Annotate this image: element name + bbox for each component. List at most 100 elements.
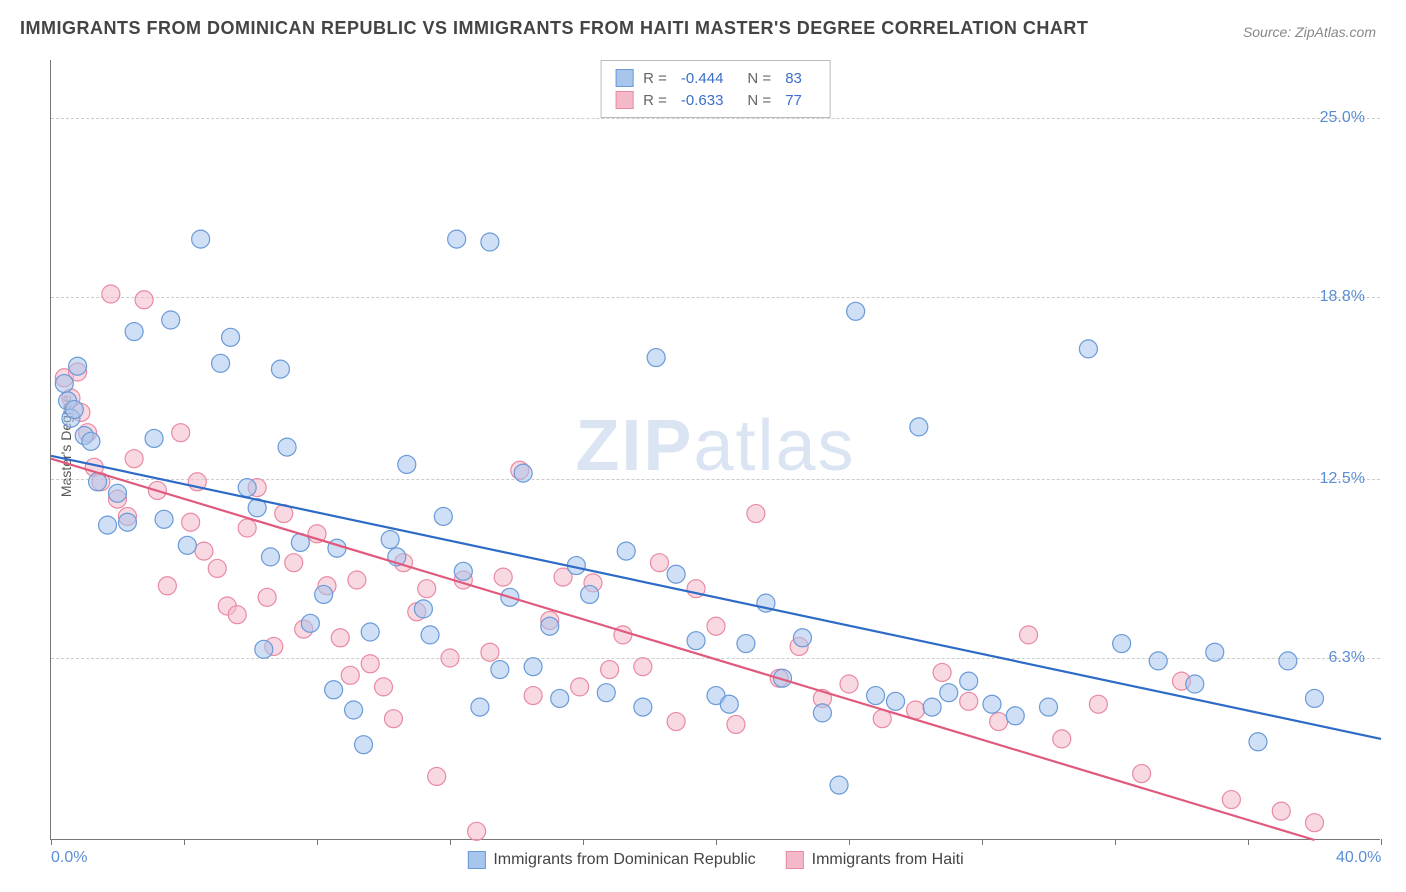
data-point	[793, 629, 811, 647]
data-point	[381, 531, 399, 549]
data-point	[82, 432, 100, 450]
source-attribution: Source: ZipAtlas.com	[1243, 24, 1376, 40]
data-point	[720, 695, 738, 713]
data-point	[355, 736, 373, 754]
x-tick	[51, 839, 52, 845]
chart-title: IMMIGRANTS FROM DOMINICAN REPUBLIC VS IM…	[20, 18, 1088, 39]
n-label: N =	[747, 92, 771, 109]
chart-plot-area: ZIPatlas R = -0.444 N = 83 R = -0.633 N …	[50, 60, 1380, 840]
data-point	[687, 632, 705, 650]
data-point	[1186, 675, 1204, 693]
data-point	[737, 635, 755, 653]
data-point	[494, 568, 512, 586]
swatch-dominican	[615, 69, 633, 87]
data-point	[907, 701, 925, 719]
data-point	[514, 464, 532, 482]
data-point	[325, 681, 343, 699]
data-point	[434, 507, 452, 525]
x-tick	[317, 839, 318, 845]
correlation-legend: R = -0.444 N = 83 R = -0.633 N = 77	[600, 60, 831, 118]
data-point	[910, 418, 928, 436]
data-point	[414, 600, 432, 618]
n-value-dominican: 83	[781, 70, 816, 87]
data-point	[1079, 340, 1097, 358]
x-tick	[716, 839, 717, 845]
scatter-svg	[51, 60, 1380, 839]
x-tick	[583, 839, 584, 845]
data-point	[361, 623, 379, 641]
swatch-dominican-bottom	[467, 851, 485, 869]
data-point	[727, 715, 745, 733]
data-point	[208, 559, 226, 577]
data-point	[1020, 626, 1038, 644]
data-point	[155, 510, 173, 528]
data-point	[384, 710, 402, 728]
data-point	[315, 585, 333, 603]
data-point	[933, 663, 951, 681]
data-point	[278, 438, 296, 456]
legend-row-haiti: R = -0.633 N = 77	[615, 89, 816, 111]
data-point	[571, 678, 589, 696]
data-point	[125, 450, 143, 468]
data-point	[1222, 791, 1240, 809]
n-label: N =	[747, 70, 771, 87]
data-point	[172, 424, 190, 442]
data-point	[551, 689, 569, 707]
x-tick	[1115, 839, 1116, 845]
r-label: R =	[643, 70, 667, 87]
data-point	[158, 577, 176, 595]
r-label: R =	[643, 92, 667, 109]
data-point	[597, 684, 615, 702]
x-tick	[849, 839, 850, 845]
data-point	[454, 562, 472, 580]
data-point	[1006, 707, 1024, 725]
data-point	[375, 678, 393, 696]
r-value-haiti: -0.633	[677, 92, 738, 109]
data-point	[524, 687, 542, 705]
data-point	[960, 672, 978, 690]
data-point	[667, 713, 685, 731]
data-point	[255, 640, 273, 658]
data-point	[830, 776, 848, 794]
data-point	[923, 698, 941, 716]
legend-row-dominican: R = -0.444 N = 83	[615, 67, 816, 89]
data-point	[960, 692, 978, 710]
swatch-haiti-bottom	[786, 851, 804, 869]
data-point	[238, 519, 256, 537]
data-point	[1149, 652, 1167, 670]
data-point	[1306, 689, 1324, 707]
data-point	[428, 767, 446, 785]
data-point	[258, 588, 276, 606]
data-point	[1279, 652, 1297, 670]
data-point	[667, 565, 685, 583]
data-point	[345, 701, 363, 719]
legend-label-haiti: Immigrants from Haiti	[812, 851, 964, 869]
x-tick	[982, 839, 983, 845]
data-point	[581, 585, 599, 603]
data-point	[1206, 643, 1224, 661]
data-point	[341, 666, 359, 684]
data-point	[650, 554, 668, 572]
legend-label-dominican: Immigrants from Dominican Republic	[493, 851, 755, 869]
data-point	[634, 658, 652, 676]
data-point	[99, 516, 117, 534]
data-point	[192, 230, 210, 248]
data-point	[468, 822, 486, 840]
data-point	[867, 687, 885, 705]
data-point	[471, 698, 489, 716]
data-point	[212, 354, 230, 372]
data-point	[448, 230, 466, 248]
data-point	[102, 285, 120, 303]
data-point	[418, 580, 436, 598]
data-point	[1306, 814, 1324, 832]
data-point	[125, 323, 143, 341]
data-point	[601, 661, 619, 679]
data-point	[145, 429, 163, 447]
data-point	[361, 655, 379, 673]
n-value-haiti: 77	[781, 92, 816, 109]
data-point	[617, 542, 635, 560]
data-point	[840, 675, 858, 693]
data-point	[747, 505, 765, 523]
data-point	[182, 513, 200, 531]
data-point	[228, 606, 246, 624]
